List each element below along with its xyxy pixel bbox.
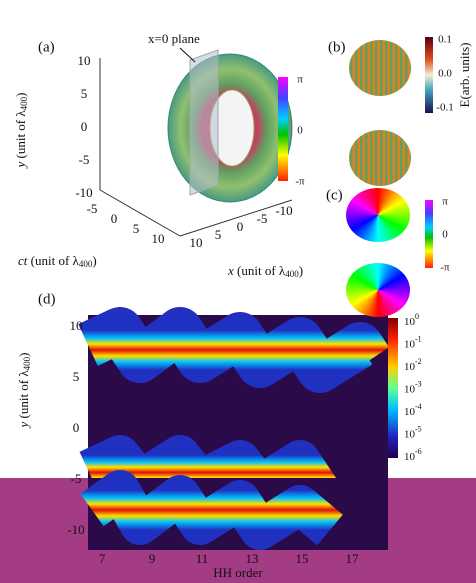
x-tick-label: 0 bbox=[237, 219, 244, 234]
x-tick-label: 15 bbox=[296, 551, 309, 566]
colorbar-label: -π bbox=[440, 262, 450, 274]
colorbar bbox=[278, 77, 288, 181]
colorbar-label: -0.1 bbox=[436, 102, 453, 114]
harmonic-band bbox=[80, 470, 343, 550]
exponent: 0 bbox=[415, 312, 419, 321]
axis-label: HH order bbox=[213, 565, 263, 580]
x-tick-label: 11 bbox=[196, 551, 209, 566]
exponent: -1 bbox=[415, 334, 422, 343]
base: 10 bbox=[404, 428, 416, 440]
colorbar bbox=[425, 37, 433, 113]
x-tick-label: 5 bbox=[215, 227, 222, 242]
colorbar-label: 100 bbox=[404, 312, 419, 328]
y-tick-label: 0 bbox=[73, 420, 80, 435]
panel-label: (c) bbox=[326, 187, 343, 203]
colorbar-label: 0 bbox=[297, 125, 303, 137]
colorbar-label: 10-3 bbox=[404, 379, 422, 395]
exponent: -4 bbox=[415, 402, 422, 411]
colorbar-label: π bbox=[442, 196, 448, 208]
x-tick-label: 9 bbox=[149, 551, 156, 566]
y-tick-label: -10 bbox=[67, 522, 84, 537]
exponent: -5 bbox=[415, 424, 422, 433]
axis bbox=[179, 199, 293, 237]
ct-tick-label: -5 bbox=[87, 201, 98, 216]
ct-tick-label: 5 bbox=[133, 221, 140, 236]
colorbar-label: 10-1 bbox=[404, 334, 422, 350]
y-tick-label: 0 bbox=[81, 119, 88, 134]
harmonic-band bbox=[78, 307, 390, 393]
annotation: x=0 plane bbox=[148, 31, 200, 46]
ct-tick-label: 10 bbox=[152, 231, 165, 246]
exponent: -2 bbox=[415, 357, 422, 366]
x-tick-label: -10 bbox=[275, 203, 292, 218]
x0-plane bbox=[189, 49, 219, 196]
exponent: -3 bbox=[415, 379, 422, 388]
y-tick-label: 10 bbox=[70, 318, 83, 333]
base: 10 bbox=[404, 383, 416, 395]
colorbar-label: -π bbox=[295, 176, 305, 188]
axis bbox=[99, 189, 181, 237]
colorbar-label: 10-5 bbox=[404, 424, 422, 440]
colorbar-label: 0.0 bbox=[438, 68, 452, 80]
colorbar-label: π bbox=[297, 74, 303, 86]
exponent: -6 bbox=[415, 447, 422, 456]
colorbar-label: 10-4 bbox=[404, 402, 422, 418]
base: 10 bbox=[404, 338, 416, 350]
panel-label: (b) bbox=[328, 39, 346, 55]
colorbar bbox=[425, 200, 433, 268]
colorbar-label: E(arb. units) bbox=[457, 43, 472, 108]
field-map bbox=[349, 40, 411, 96]
panel-label: (a) bbox=[38, 39, 55, 55]
axis-label: ct (unit of λ400) bbox=[18, 253, 97, 269]
field-map bbox=[349, 130, 411, 186]
colorbar-label: 0.1 bbox=[438, 34, 452, 46]
ct-tick-label: 0 bbox=[111, 211, 118, 226]
x-tick-label: -5 bbox=[257, 211, 268, 226]
colorbar bbox=[388, 318, 398, 458]
base: 10 bbox=[404, 406, 416, 418]
x-tick-label: 7 bbox=[99, 551, 106, 566]
y-tick-label: 5 bbox=[73, 369, 80, 384]
phase-map bbox=[346, 188, 410, 242]
x-tick-label: 17 bbox=[346, 551, 360, 566]
y-tick-label: -5 bbox=[79, 152, 90, 167]
colorbar-label: 0 bbox=[442, 229, 448, 241]
y-tick-label: 5 bbox=[81, 86, 88, 101]
x-tick-label: 13 bbox=[246, 551, 259, 566]
panel-label: (d) bbox=[38, 291, 56, 307]
x-tick-label: 10 bbox=[190, 235, 203, 250]
base: 10 bbox=[404, 451, 416, 463]
colorbar-label: 10-2 bbox=[404, 357, 422, 373]
y-tick-label: -10 bbox=[75, 185, 92, 200]
y-tick-label: -5 bbox=[71, 471, 82, 486]
axis-label: y (unit of λ400) bbox=[13, 92, 29, 169]
axis-label: x (unit of λ400) bbox=[227, 263, 303, 279]
colorbar-label: 10-6 bbox=[404, 447, 422, 463]
axis-label: y (unit of λ400) bbox=[16, 352, 32, 429]
arrow bbox=[179, 47, 196, 63]
phase-map bbox=[346, 263, 410, 317]
base: 10 bbox=[404, 316, 416, 328]
base: 10 bbox=[404, 361, 416, 373]
y-tick-label: 10 bbox=[78, 53, 91, 68]
